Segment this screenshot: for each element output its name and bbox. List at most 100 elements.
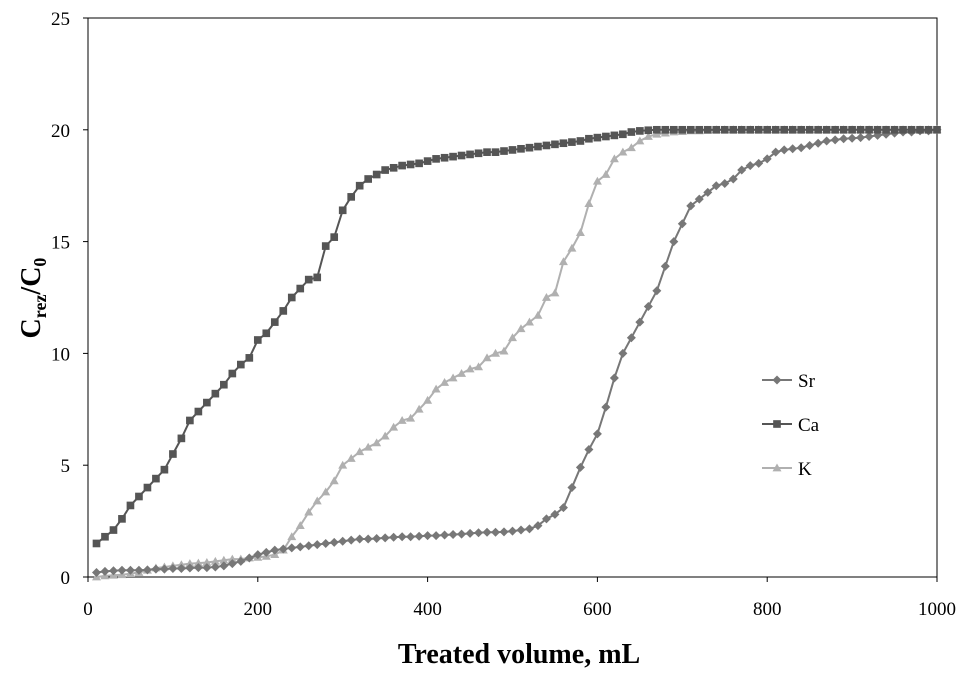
data-point-sr (363, 534, 373, 544)
data-point-sr (372, 534, 382, 544)
data-point-ca (754, 125, 763, 134)
x-axis-title: Treated volume, mL (398, 639, 640, 670)
data-point-sr (227, 559, 237, 569)
data-point-sr (788, 144, 798, 154)
data-point-sr (185, 563, 195, 573)
data-point-k (406, 413, 416, 422)
data-point-sr (304, 541, 314, 551)
data-point-sr (839, 134, 849, 144)
data-point-sr (771, 147, 781, 157)
data-point-ca (186, 416, 194, 425)
data-point-sr (431, 531, 441, 541)
data-point-ca (296, 284, 305, 293)
data-point-ca (585, 134, 593, 143)
data-point-k (508, 333, 517, 342)
data-point-sr (414, 531, 424, 541)
data-point-sr (270, 545, 280, 555)
data-point-sr (219, 561, 229, 571)
data-point-sr (703, 187, 713, 197)
data-point-ca (695, 125, 704, 134)
data-point-ca (194, 407, 203, 416)
data-point-sr (822, 136, 832, 146)
data-point-ca (559, 139, 568, 148)
data-point-ca (924, 125, 933, 134)
series-line-ca (95, 128, 937, 545)
data-point-ca (220, 380, 228, 389)
data-point-k (202, 557, 212, 566)
data-point-sr (474, 528, 484, 538)
data-point-sr (380, 533, 390, 543)
data-point-sr (592, 429, 602, 439)
data-point-k (287, 532, 297, 541)
data-point-ca (780, 125, 789, 134)
data-point-ca (856, 125, 865, 134)
data-point-k (499, 346, 509, 355)
data-point-sr (210, 562, 220, 572)
data-point-k (227, 554, 237, 563)
data-point-ca (797, 125, 805, 134)
y-tick-label: 15 (51, 233, 70, 254)
data-point-sr (728, 174, 738, 184)
data-point-sr (499, 527, 509, 537)
data-point-ca (619, 130, 627, 139)
data-point-sr (745, 161, 755, 171)
data-point-k (465, 364, 475, 373)
data-point-ca (423, 157, 432, 165)
data-point-sr (261, 547, 271, 557)
data-point-ca (899, 125, 907, 134)
data-point-ca (109, 526, 118, 534)
data-point-ca (593, 133, 602, 142)
data-point-sr (626, 333, 636, 343)
data-point-ca (542, 141, 551, 150)
data-point-ca (364, 175, 372, 183)
legend-item-sr: Sr (762, 371, 816, 392)
data-point-ca (636, 127, 644, 135)
data-point-ca (763, 125, 772, 134)
data-point-sr (796, 143, 806, 153)
y-axis-title-slash: /C (16, 267, 47, 296)
data-point-k (397, 415, 407, 424)
data-point-sr (176, 564, 186, 574)
data-point-k (295, 521, 305, 529)
data-point-ca (916, 125, 924, 134)
data-point-ca (873, 125, 882, 134)
data-point-ca (686, 125, 695, 134)
data-point-ca (737, 125, 746, 134)
data-point-k (567, 243, 577, 252)
data-point-ca (525, 143, 534, 152)
data-point-sr (567, 483, 577, 493)
legend: Sr Ca K (762, 371, 820, 480)
data-point-k (363, 442, 373, 451)
data-point-sr (423, 531, 433, 541)
data-point-k (321, 487, 331, 496)
data-point-ca (313, 273, 322, 282)
data-point-ca (118, 515, 126, 523)
data-point-sr (346, 535, 356, 545)
data-point-ca (338, 206, 347, 215)
data-point-ca (245, 354, 254, 362)
data-point-sr (575, 462, 585, 472)
data-point-sr (660, 261, 670, 271)
legend-label: Ca (798, 415, 820, 436)
data-point-k (609, 154, 619, 163)
data-point-ca (330, 233, 339, 241)
data-point-sr (737, 165, 747, 175)
data-point-sr (117, 565, 127, 575)
data-point-sr (389, 532, 399, 542)
data-point-sr (541, 514, 551, 524)
data-point-ca (771, 125, 780, 134)
data-point-sr (236, 556, 246, 566)
data-point-sr (847, 133, 857, 143)
data-point-k (558, 257, 568, 266)
data-point-sr (329, 537, 339, 547)
data-point-ca (890, 125, 899, 134)
data-point-sr (516, 525, 526, 535)
data-point-k (643, 132, 653, 140)
data-point-ca (253, 336, 262, 344)
data-point-ca (500, 147, 508, 155)
data-point-ca (457, 151, 466, 160)
data-point-ca (160, 465, 169, 474)
data-point-sr (338, 536, 348, 546)
data-point-k (440, 377, 450, 386)
